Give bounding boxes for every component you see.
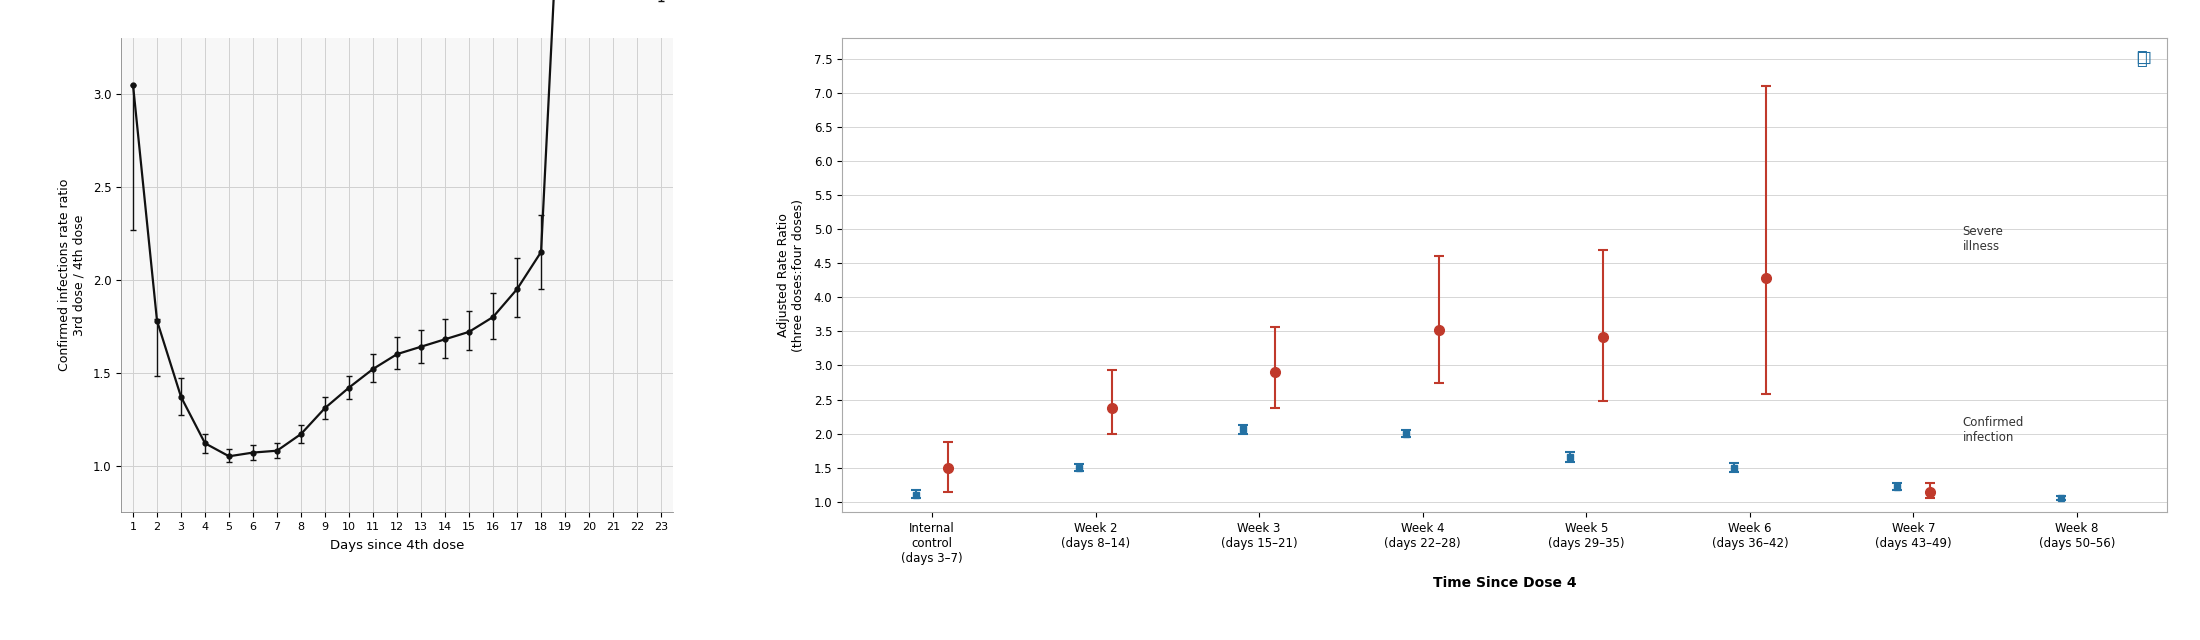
X-axis label: Days since 4th dose: Days since 4th dose <box>330 539 464 552</box>
Text: ⬜: ⬜ <box>2136 51 2147 68</box>
X-axis label: Time Since Dose 4: Time Since Dose 4 <box>1432 576 1577 590</box>
Text: Confirmed
infection: Confirmed infection <box>1962 416 2024 444</box>
Text: ◻: ◻ <box>2134 48 2152 67</box>
Y-axis label: Adjusted Rate Ratio
(three doses:four doses): Adjusted Rate Ratio (three doses:four do… <box>777 198 805 352</box>
Y-axis label: Confirmed infections rate ratio
3rd dose / 4th dose: Confirmed infections rate ratio 3rd dose… <box>57 179 86 371</box>
Text: Severe
illness: Severe illness <box>1962 225 2004 253</box>
